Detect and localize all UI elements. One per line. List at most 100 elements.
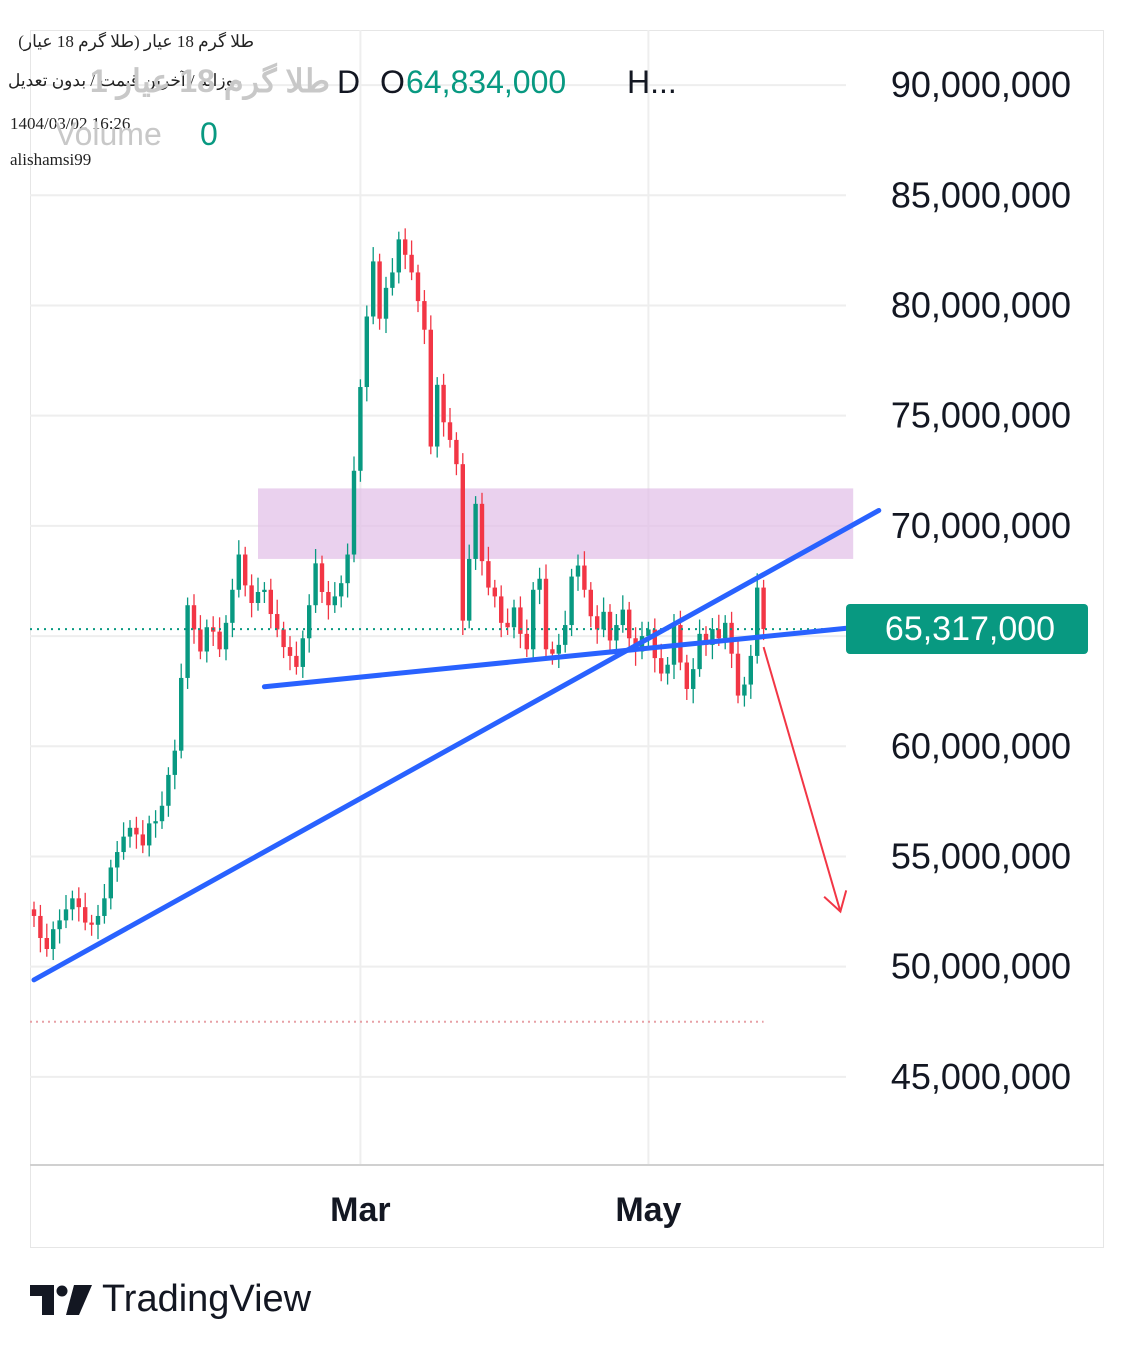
candle-body xyxy=(371,261,376,317)
candle-body xyxy=(95,915,101,925)
candle-body xyxy=(607,611,613,641)
resistance-zone xyxy=(258,488,854,559)
candle-body xyxy=(601,611,606,630)
candle-body xyxy=(716,629,721,639)
candle-body xyxy=(665,664,670,674)
candle-body xyxy=(89,922,94,925)
candle-body xyxy=(281,629,286,648)
x-tick-label: May xyxy=(615,1191,681,1229)
tradingview-brand[interactable]: TradingView xyxy=(30,1278,311,1321)
candle-body xyxy=(38,915,43,938)
candle-body xyxy=(543,578,549,650)
trendline-rising xyxy=(31,507,882,983)
candle-body xyxy=(63,909,69,921)
candle-body xyxy=(511,607,517,628)
candle-body xyxy=(447,422,453,440)
candle-body xyxy=(339,583,344,597)
candle-body xyxy=(556,644,561,654)
candle-body xyxy=(255,591,261,604)
trendlines xyxy=(31,507,882,983)
candle-body xyxy=(467,558,472,621)
candle-body xyxy=(332,596,337,606)
y-tick-label: 55,000,000 xyxy=(891,835,1071,876)
candle-body xyxy=(518,607,523,634)
candle-body xyxy=(614,625,619,641)
candle-body xyxy=(358,387,363,471)
candle-body xyxy=(575,565,581,577)
candle-body xyxy=(223,622,229,650)
candle-body xyxy=(377,261,382,319)
candle-body xyxy=(108,867,113,899)
candle-body xyxy=(127,827,133,837)
candle-body xyxy=(710,629,715,645)
y-tick-label: 70,000,000 xyxy=(891,505,1071,546)
candle-body xyxy=(300,638,305,667)
y-tick-label: 90,000,000 xyxy=(891,64,1071,105)
candle-body xyxy=(473,503,478,559)
legend-volume-value: 0 xyxy=(200,116,218,152)
candle-body xyxy=(441,384,446,423)
candle-body xyxy=(505,622,510,628)
candle-body xyxy=(83,907,88,923)
candle-body xyxy=(659,658,664,674)
author: alishamsi99 xyxy=(10,150,92,169)
x-axis: Mar May xyxy=(30,1164,1104,1229)
candle-body xyxy=(294,655,299,667)
candle-body xyxy=(620,609,625,626)
candle-body xyxy=(51,929,56,950)
candle-body xyxy=(70,898,75,910)
legend-open-value: 64,834,000 xyxy=(406,64,567,100)
settings-line: روزانه / آخرین قیمت / بدون تعدیل xyxy=(7,71,242,90)
candle-body xyxy=(345,554,350,584)
candlesticks xyxy=(31,228,766,961)
candle-body xyxy=(217,631,222,650)
legend-high-label: H... xyxy=(627,64,677,100)
candle-body xyxy=(537,578,542,590)
y-axis: 90,000,000 85,000,000 80,000,000 75,000,000… xyxy=(891,64,1071,1097)
candle-body xyxy=(531,589,536,650)
y-tick-label: 80,000,000 xyxy=(891,284,1071,325)
candle-body xyxy=(153,821,158,824)
candle-body xyxy=(198,629,203,652)
symbol-line: طلا گرم 18 عیار (طلا گرم 18 عیار) xyxy=(18,32,254,51)
candle-body xyxy=(403,239,408,255)
candle-body xyxy=(652,629,657,659)
candle-body xyxy=(230,589,235,623)
candle-body xyxy=(396,239,401,273)
candle-body xyxy=(268,589,273,615)
candle-body xyxy=(383,287,389,319)
legend-open-label: O xyxy=(380,64,405,100)
candle-body xyxy=(121,836,126,853)
candle-body xyxy=(486,561,491,588)
candle-body xyxy=(723,622,728,639)
candle-body xyxy=(76,898,81,908)
x-tick-label: Mar xyxy=(330,1191,390,1229)
candle-body xyxy=(166,774,171,806)
candle-body xyxy=(179,677,184,751)
candle-body xyxy=(735,653,741,696)
datetime: 1404/03/02 16:26 xyxy=(10,114,131,133)
grid-lines xyxy=(30,30,846,1165)
projection-arrow xyxy=(762,646,848,914)
candle-body xyxy=(147,823,152,846)
candle-body xyxy=(249,585,254,604)
candle-body xyxy=(550,649,555,654)
candle-body xyxy=(307,605,312,639)
y-tick-label: 45,000,000 xyxy=(891,1056,1071,1097)
candle-body xyxy=(204,627,209,652)
candle-body xyxy=(102,898,107,916)
tradingview-logo-icon xyxy=(30,1284,92,1315)
arrow-head xyxy=(823,890,848,914)
candle-body xyxy=(492,587,497,597)
candle-body xyxy=(409,254,414,273)
candle-body xyxy=(479,503,485,562)
candle-body xyxy=(364,316,369,388)
candle-body xyxy=(390,272,395,288)
candle-body xyxy=(140,834,145,846)
candle-body xyxy=(275,614,280,630)
trendline-flat xyxy=(261,622,882,690)
candle-body xyxy=(691,669,696,689)
candle-body xyxy=(742,684,747,696)
candle-body xyxy=(422,301,427,330)
